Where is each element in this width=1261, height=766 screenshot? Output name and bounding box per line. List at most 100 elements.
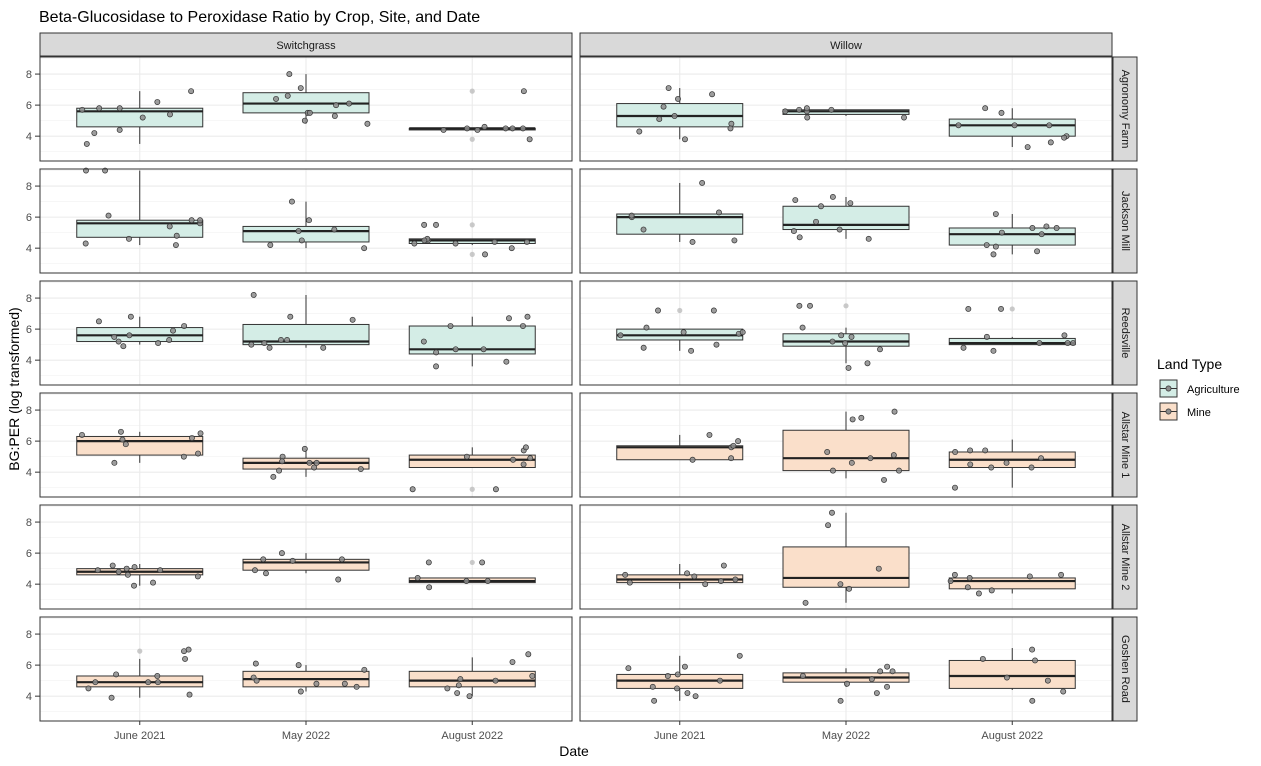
data-point: [331, 226, 338, 233]
panel-reedsville-willow: [579, 280, 1113, 386]
data-point: [116, 105, 123, 112]
data-point: [802, 599, 809, 606]
box-august-2022: [948, 105, 1076, 150]
box-may-2022: [242, 292, 370, 351]
data-point: [739, 329, 746, 336]
data-point: [480, 346, 487, 353]
box-june-2021: [616, 562, 744, 589]
data-point: [998, 109, 1005, 116]
legend-label: Agriculture: [1187, 384, 1240, 396]
data-point: [710, 307, 717, 314]
data-point: [120, 343, 127, 350]
box-iqr: [408, 454, 536, 469]
data-point: [452, 346, 459, 353]
data-point: [91, 130, 98, 137]
box-june-2021: [616, 431, 744, 463]
box-august-2022: [408, 313, 536, 370]
data-point: [492, 486, 499, 493]
data-point: [115, 338, 122, 345]
data-point: [881, 476, 887, 483]
data-point: [844, 680, 850, 687]
data-point: [335, 576, 342, 583]
data-point: [628, 212, 635, 219]
data-point: [195, 450, 201, 457]
box-june-2021: [76, 88, 204, 147]
box-outlier: [843, 303, 849, 309]
data-point: [287, 313, 294, 320]
data-point: [313, 680, 320, 687]
data-point: [992, 243, 999, 250]
column-strip-label: Switchgrass: [276, 40, 336, 52]
data-point: [636, 128, 643, 135]
box-june-2021: [76, 428, 204, 466]
panel-reedsville-switchgrass: [39, 280, 573, 386]
data-point: [83, 140, 90, 147]
row-strip-label: Allstar Mine 1: [1119, 412, 1131, 479]
data-point: [509, 659, 516, 665]
data-point: [889, 668, 896, 675]
y-tick-label: 6: [26, 436, 32, 448]
box-outlier: [469, 559, 475, 566]
data-point: [731, 237, 738, 244]
data-point: [127, 313, 134, 320]
y-tick-label: 4: [26, 243, 32, 255]
data-point: [1029, 697, 1036, 704]
data-point: [730, 442, 737, 449]
data-point: [674, 671, 681, 678]
data-point: [188, 88, 195, 95]
box-outlier: [677, 307, 683, 314]
data-point: [838, 332, 845, 339]
data-point: [284, 92, 291, 99]
data-point: [617, 332, 624, 339]
data-point: [270, 473, 277, 480]
data-point: [1047, 139, 1054, 146]
data-point: [873, 690, 880, 697]
y-tick-label: 6: [26, 324, 32, 336]
data-point: [338, 556, 345, 563]
panel-border: [39, 392, 573, 498]
panel-border: [579, 504, 1113, 610]
x-tick-label: June 2021: [654, 730, 705, 742]
data-point: [983, 242, 990, 249]
data-point: [155, 679, 161, 686]
data-point: [491, 239, 498, 245]
data-point: [116, 127, 123, 133]
panel-allstar-mine-2-switchgrass: [39, 504, 573, 610]
data-point: [92, 679, 99, 686]
data-point: [298, 237, 305, 244]
data-point: [998, 305, 1004, 312]
panel-border: [579, 392, 1113, 498]
row-strip-allstar-mine-1: [1112, 392, 1138, 498]
data-point: [166, 223, 173, 230]
data-point: [830, 467, 836, 474]
data-point: [109, 562, 116, 569]
data-point: [126, 332, 133, 339]
data-point: [966, 575, 973, 581]
data-point: [845, 364, 852, 371]
data-point: [706, 431, 713, 438]
data-point: [990, 347, 997, 354]
data-point: [901, 114, 907, 121]
row-strip-goshen-road: [1112, 616, 1138, 722]
box-august-2022: [408, 221, 536, 258]
box-iqr: [76, 435, 204, 456]
panel-border: [579, 168, 1113, 274]
data-point: [807, 302, 813, 309]
data-point: [454, 690, 461, 697]
data-point: [301, 445, 308, 452]
box-august-2022: [408, 444, 536, 493]
x-tick-label: June 2021: [114, 730, 165, 742]
data-point: [509, 125, 516, 132]
data-point: [836, 226, 843, 233]
box-iqr: [782, 546, 910, 588]
data-point: [1032, 657, 1038, 664]
data-point: [692, 693, 699, 700]
data-point: [664, 673, 671, 679]
data-point: [643, 324, 650, 331]
data-point: [474, 127, 481, 133]
data-point: [420, 338, 427, 345]
data-point: [145, 679, 152, 686]
data-point: [896, 467, 902, 474]
data-point: [804, 114, 811, 121]
data-point: [717, 677, 723, 684]
